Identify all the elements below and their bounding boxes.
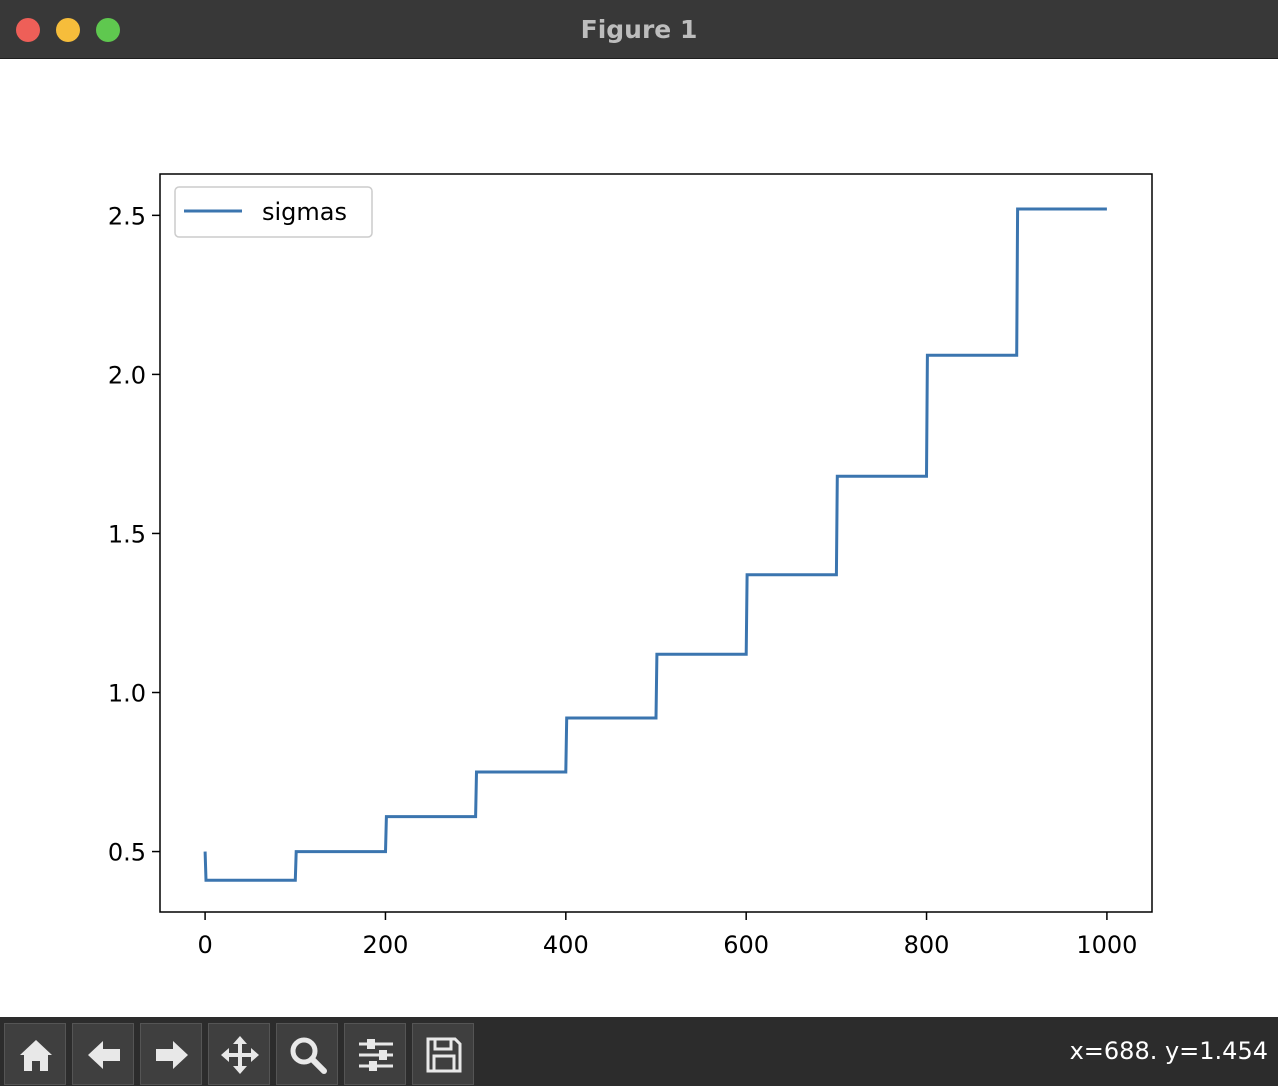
y-axis: 0.5 1.0 1.5 2.0 2.5 [108, 202, 160, 867]
save-button[interactable] [412, 1023, 474, 1085]
figure-canvas[interactable]: 0 200 400 600 800 1000 0.5 1.0 1.5 2.0 2.5 sigmas [0, 59, 1278, 1017]
y-tick-label: 1.5 [108, 520, 146, 548]
plot-area [159, 173, 1153, 913]
home-button[interactable] [4, 1023, 66, 1085]
x-axis: 0 200 400 600 800 1000 [197, 912, 1137, 959]
y-tick-label: 1.0 [108, 680, 146, 708]
minimize-window-button[interactable] [56, 18, 80, 42]
title-bar: Figure 1 [0, 0, 1278, 59]
floppy-disk-icon [426, 1037, 462, 1073]
pan-button[interactable] [208, 1023, 270, 1085]
legend-label-sigmas: sigmas [262, 198, 347, 226]
configure-subplots-button[interactable] [344, 1023, 406, 1085]
cursor-coordinates: x=688. y=1.454 [1069, 1037, 1268, 1065]
window-title: Figure 1 [580, 15, 698, 44]
close-window-button[interactable] [16, 18, 40, 42]
chart: 0 200 400 600 800 1000 0.5 1.0 1.5 2.0 2.5 sigmas [108, 173, 1153, 959]
zoom-button[interactable] [276, 1023, 338, 1085]
y-tick-label: 0.5 [108, 839, 146, 867]
legend-box [174, 186, 373, 238]
arrow-right-icon [156, 1041, 188, 1069]
x-tick-label: 1000 [1076, 931, 1137, 959]
x-tick-label: 600 [723, 931, 769, 959]
sliders-icon [359, 1039, 393, 1071]
x-tick-label: 0 [197, 931, 212, 959]
series-group [203, 207, 1107, 882]
arrow-left-icon [88, 1041, 120, 1069]
magnifier-icon [290, 1037, 327, 1074]
y-tick-label: 2.5 [108, 202, 146, 230]
x-tick-label: 800 [904, 931, 950, 959]
move-icon [221, 1036, 259, 1074]
navigation-toolbar: x=688. y=1.454 [0, 1017, 1278, 1086]
legend: sigmas [174, 186, 373, 238]
back-button[interactable] [72, 1023, 134, 1085]
x-tick-label: 200 [363, 931, 409, 959]
y-tick-label: 2.0 [108, 361, 146, 389]
home-icon [20, 1040, 52, 1071]
x-tick-label: 400 [543, 931, 589, 959]
series-line-sigmas [203, 207, 1107, 882]
maximize-window-button[interactable] [96, 18, 120, 42]
forward-button[interactable] [140, 1023, 202, 1085]
